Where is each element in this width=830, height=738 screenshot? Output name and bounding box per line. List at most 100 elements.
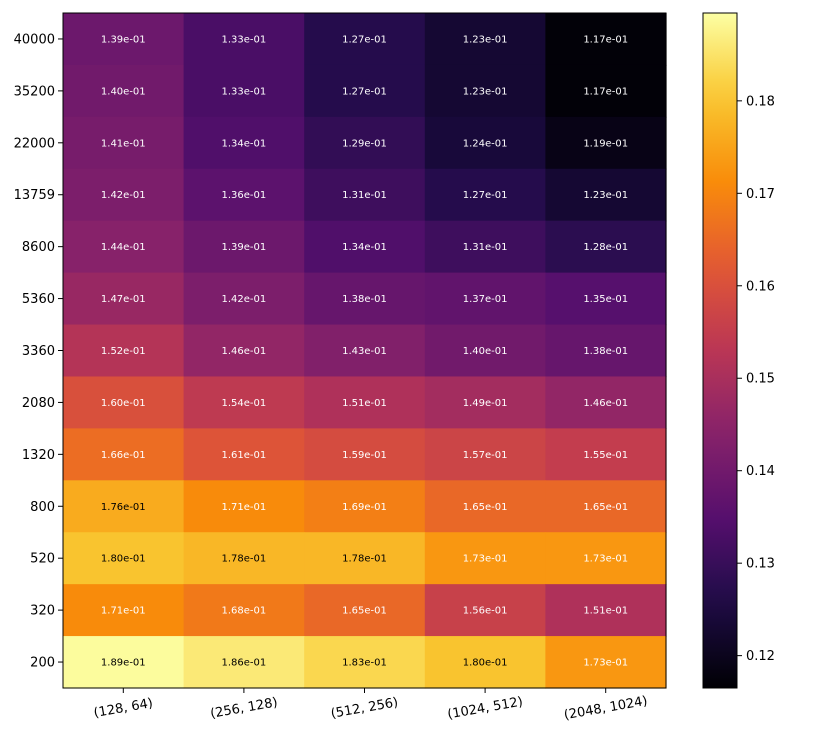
- cell-value-label: 1.40e-01: [463, 346, 508, 357]
- cell-value-label: 1.23e-01: [463, 86, 508, 97]
- heatmap-cell: [304, 272, 426, 326]
- colorbar-tick-label: 0.16: [746, 279, 775, 294]
- heatmap-cell: [63, 220, 185, 274]
- heatmap-cell: [304, 13, 426, 66]
- heatmap-cell: [304, 168, 426, 222]
- y-tick-label: 3360: [22, 344, 55, 359]
- heatmap-cell: [63, 272, 185, 326]
- cell-value-label: 1.42e-01: [101, 190, 146, 201]
- heatmap-cell: [183, 636, 305, 689]
- colorbar-tick-label: 0.17: [746, 187, 775, 202]
- cell-value-label: 1.41e-01: [101, 138, 146, 149]
- heatmap-cell: [424, 376, 546, 429]
- cell-value-label: 1.80e-01: [101, 554, 146, 565]
- x-tick-label: (1024, 512): [446, 694, 524, 722]
- colorbar-tick-label: 0.12: [746, 649, 775, 664]
- x-tick-label: (256, 128): [209, 695, 279, 722]
- y-tick-label: 8600: [22, 240, 55, 255]
- cell-value-label: 1.37e-01: [463, 294, 508, 305]
- cell-value-label: 1.33e-01: [222, 34, 267, 45]
- cell-value-label: 1.61e-01: [222, 450, 267, 461]
- heatmap-cell: [304, 636, 426, 689]
- heatmap-cell: [63, 168, 185, 222]
- cell-value-label: 1.27e-01: [463, 190, 508, 201]
- cell-value-label: 1.34e-01: [222, 138, 267, 149]
- y-tick-label: 800: [30, 500, 55, 515]
- y-tick-label: 35200: [14, 84, 55, 99]
- heatmap-cell: [545, 636, 667, 689]
- x-tick-label: (2048, 1024): [563, 694, 649, 723]
- x-tick-label: (128, 64): [93, 696, 154, 721]
- cell-value-label: 1.31e-01: [463, 242, 508, 253]
- cell-value-label: 1.23e-01: [463, 34, 508, 45]
- heatmap-cell: [183, 64, 305, 118]
- heatmap-cell: [545, 480, 667, 533]
- cell-value-label: 1.68e-01: [222, 606, 267, 617]
- heatmap-cell: [424, 480, 546, 533]
- heatmap-cell: [63, 428, 185, 481]
- cell-value-label: 1.38e-01: [342, 294, 387, 305]
- heatmap-cell: [424, 584, 546, 637]
- cell-value-label: 1.40e-01: [101, 86, 146, 97]
- colorbar-tick-label: 0.15: [746, 372, 775, 387]
- y-tick-label: 5360: [22, 292, 55, 307]
- heatmap-cell: [183, 13, 305, 66]
- cell-value-label: 1.24e-01: [463, 138, 508, 149]
- heatmap-cell: [304, 480, 426, 533]
- heatmap-cell: [63, 480, 185, 533]
- heatmap-cell: [545, 64, 667, 118]
- cell-value-label: 1.56e-01: [463, 606, 508, 617]
- heatmap-cell: [545, 324, 667, 378]
- colorbar: 0.12 0.13 0.14 0.15 0.16 0.17 0.18: [702, 12, 775, 689]
- cell-value-label: 1.59e-01: [342, 450, 387, 461]
- y-tick-label: 13759: [14, 188, 55, 203]
- heatmap-cell: [424, 13, 546, 66]
- cell-value-label: 1.19e-01: [583, 138, 628, 149]
- cell-value-label: 1.33e-01: [222, 86, 267, 97]
- cell-value-label: 1.71e-01: [101, 606, 146, 617]
- heatmap-cell: [304, 584, 426, 637]
- cell-value-label: 1.60e-01: [101, 398, 146, 409]
- cell-value-label: 1.73e-01: [463, 554, 508, 565]
- cell-value-label: 1.78e-01: [342, 554, 387, 565]
- cell-value-label: 1.36e-01: [222, 190, 267, 201]
- y-tick-label: 40000: [14, 32, 55, 47]
- heatmap-cell: [183, 532, 305, 585]
- heatmap-cell: [63, 532, 185, 585]
- cell-value-label: 1.57e-01: [463, 450, 508, 461]
- heatmap-cell: [304, 428, 426, 481]
- cell-value-label: 1.69e-01: [342, 502, 387, 513]
- cell-value-label: 1.44e-01: [101, 242, 146, 253]
- cell-value-label: 1.83e-01: [342, 658, 387, 669]
- heatmap-cell: [304, 220, 426, 274]
- cell-value-label: 1.43e-01: [342, 346, 387, 357]
- colorbar-tick-label: 0.18: [746, 94, 775, 109]
- heatmap-cell: [63, 376, 185, 429]
- heatmap-cell: [304, 64, 426, 118]
- heatmap-cell: [545, 13, 667, 66]
- cell-value-label: 1.17e-01: [583, 34, 628, 45]
- cell-value-label: 1.73e-01: [583, 658, 628, 669]
- cell-value-label: 1.51e-01: [342, 398, 387, 409]
- cell-value-label: 1.38e-01: [583, 346, 628, 357]
- cell-value-label: 1.66e-01: [101, 450, 146, 461]
- cell-value-label: 1.73e-01: [583, 554, 628, 565]
- heatmap-cell: [304, 532, 426, 585]
- heatmap-cell: [183, 376, 305, 429]
- heatmap-cell: [545, 116, 667, 170]
- cell-value-label: 1.52e-01: [101, 346, 146, 357]
- heatmap-cell: [424, 64, 546, 118]
- y-tick-label: 520: [30, 552, 55, 567]
- heatmap-cell: [63, 636, 185, 689]
- heatmap-cell: [545, 584, 667, 637]
- heatmap-cell: [183, 168, 305, 222]
- cell-value-label: 1.35e-01: [583, 294, 628, 305]
- heatmap-cell: [424, 220, 546, 274]
- cell-value-label: 1.17e-01: [583, 86, 628, 97]
- heatmap-cell: [424, 532, 546, 585]
- heatmap-cell: [424, 428, 546, 481]
- y-tick-label: 22000: [14, 136, 55, 151]
- cell-value-label: 1.39e-01: [101, 34, 146, 45]
- heatmap-cell: [424, 116, 546, 170]
